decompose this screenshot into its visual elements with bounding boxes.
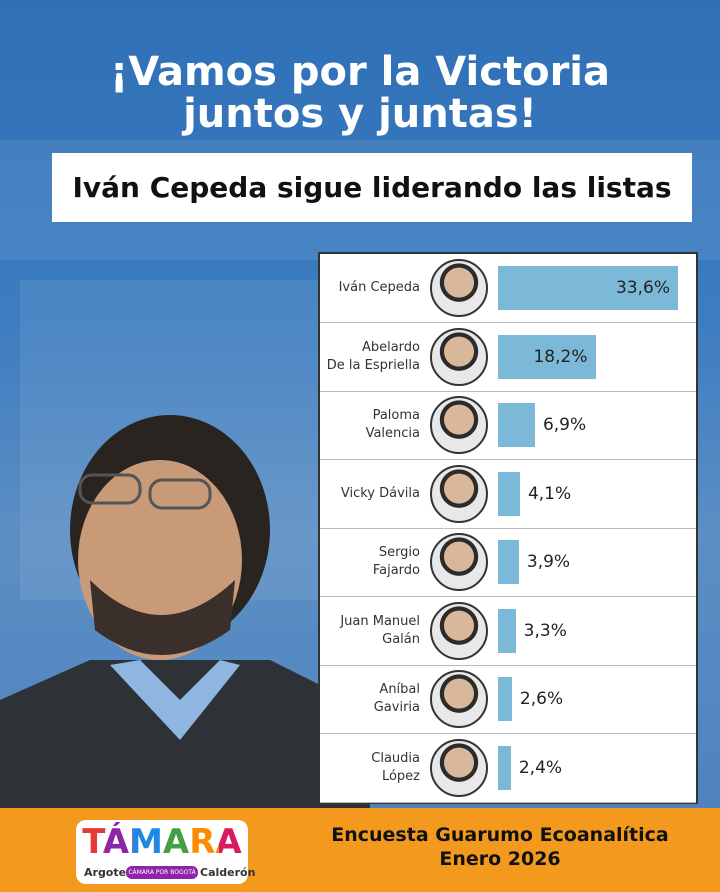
- category-label: Paloma Valencia: [365, 408, 420, 441]
- logo-tagline: CÁMARA POR BOGOTÁ: [126, 866, 198, 879]
- candidate-avatar: [430, 738, 488, 797]
- source: Encuesta Guarumo Ecoanalítica: [331, 824, 669, 846]
- category-label: Aníbal Gaviria: [373, 682, 420, 715]
- bar: [498, 677, 512, 721]
- source-date: Enero 2026: [439, 848, 561, 870]
- candidate-avatar: [430, 533, 488, 591]
- bar: [498, 266, 678, 310]
- category-label: Juan Manuel Galán: [340, 613, 420, 647]
- candidate-photo: [0, 415, 370, 810]
- category-label: Iván Cepeda: [338, 280, 420, 295]
- candidate-avatar: [430, 464, 488, 523]
- bar: [498, 403, 535, 447]
- chart-row: Juan Manuel Galán 3,3%: [320, 597, 696, 666]
- bar: [498, 471, 520, 516]
- value-label: 33,6%: [615, 278, 670, 298]
- bar: [498, 745, 511, 790]
- chart-row: Paloma Valencia 6,9%: [320, 391, 696, 460]
- category-label: Sergio Fajardo: [372, 545, 420, 578]
- candidate-avatar: [430, 396, 488, 454]
- candidate-avatar: [430, 327, 488, 386]
- chart-row: Sergio Fajardo 3,9%: [320, 528, 696, 597]
- logo-left: Argote: [84, 866, 127, 879]
- chart-row: Claudia López 2,4%: [320, 734, 696, 803]
- candidate-avatar: [430, 259, 488, 317]
- bar: [498, 334, 596, 379]
- value-label: 6,9%: [542, 415, 587, 435]
- value-label: 3,3%: [523, 620, 567, 641]
- value-label: 18,2%: [533, 346, 588, 367]
- title: juntos y juntas!: [183, 91, 537, 137]
- category-label: Abelardo De la Espriella: [326, 339, 420, 373]
- candidate-avatar: [430, 601, 488, 660]
- logo: TÁMARA Argote CÁMARA POR BOGOTÁ Calderón: [76, 820, 255, 884]
- value-label: 2,4%: [518, 757, 563, 778]
- candidate-avatar: [430, 670, 488, 728]
- category-label: Vicky Dávila: [340, 485, 420, 501]
- chart-row: Aníbal Gaviria 2,6%: [320, 665, 696, 734]
- value-label: 3,9%: [526, 552, 571, 572]
- chart-row: Iván Cepeda 33,6%: [320, 254, 696, 323]
- chart-row: Vicky Dávila 4,1%: [320, 460, 696, 529]
- category-label: Claudia López: [371, 750, 420, 784]
- bar: [498, 540, 519, 584]
- footer: TÁMARA Argote CÁMARA POR BOGOTÁ Calderón…: [0, 808, 720, 892]
- subtitle: Iván Cepeda sigue liderando las listas: [52, 153, 692, 222]
- logo-name: TÁMARA: [76, 822, 248, 862]
- chart-panel: Iván Cepeda 33,6% Abelardo De la Espriella…: [318, 252, 698, 804]
- logo-right: Calderón: [200, 866, 256, 879]
- bar: [498, 608, 516, 653]
- chart-row: Abelardo De la Espriella 18,2%: [320, 323, 696, 392]
- value-label: 2,6%: [519, 689, 564, 709]
- title: ¡Vamos por la Victoria: [110, 49, 610, 95]
- value-label: 4,1%: [527, 483, 572, 504]
